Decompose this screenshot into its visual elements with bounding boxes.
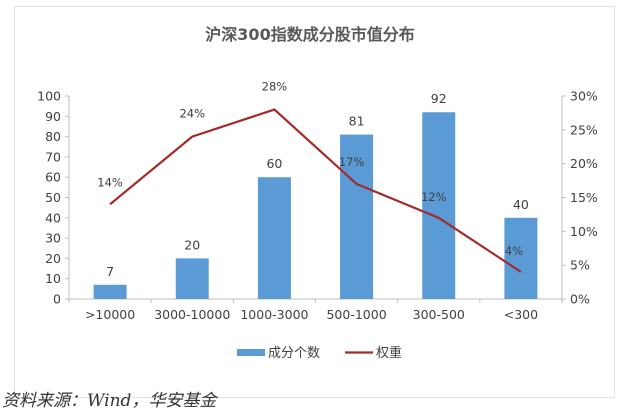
right-axis-tick-label: 15%	[570, 190, 598, 205]
legend-label-bar: 成分个数	[268, 346, 320, 361]
x-axis-tick-label: 300-500	[413, 307, 465, 322]
bar-data-label: 92	[431, 91, 447, 106]
left-axis-tick-label: 10	[45, 271, 61, 286]
left-axis-tick-label: 70	[45, 149, 61, 164]
chart-title: 沪深300指数成分股市值分布	[205, 25, 414, 44]
bar	[504, 217, 538, 299]
x-axis-tick-label: 3000-10000	[154, 307, 230, 322]
x-axis-tick-label: 1000-3000	[240, 307, 308, 322]
bar	[175, 258, 209, 299]
bar	[257, 177, 291, 299]
bar-data-label: 40	[513, 197, 529, 212]
bar-data-label: 60	[266, 156, 282, 171]
line-data-label: 12%	[421, 190, 447, 204]
bar-data-label: 81	[349, 114, 365, 129]
line-data-label: 4%	[505, 244, 523, 258]
left-axis-tick-label: 40	[45, 210, 61, 225]
source-note: 资料来源：Wind，华安基金	[2, 391, 217, 411]
line-data-label: 28%	[262, 80, 288, 94]
left-axis-tick-label: 90	[45, 109, 61, 124]
right-axis-tick-label: 20%	[570, 156, 598, 171]
left-axis-tick-label: 50	[45, 190, 61, 205]
x-axis-tick-label: 500-1000	[326, 307, 386, 322]
chart-frame	[14, 6, 615, 398]
left-axis-tick-label: 0	[53, 292, 61, 307]
bar-data-label: 20	[184, 237, 200, 252]
bar	[422, 112, 456, 300]
x-axis-tick-label: <300	[504, 307, 538, 322]
weight-line	[109, 108, 522, 273]
left-axis-tick-label: 20	[45, 251, 61, 266]
right-axis-tick-label: 25%	[570, 122, 598, 137]
legend-label-line: 权重	[376, 345, 402, 361]
left-axis-tick-label: 60	[45, 170, 61, 185]
bar	[340, 134, 374, 299]
left-axis-tick-label: 80	[45, 129, 61, 144]
bar-data-label: 7	[106, 264, 114, 279]
line-data-label: 17%	[339, 155, 365, 169]
left-axis-tick-label: 30	[45, 231, 61, 246]
right-axis-tick-label: 10%	[570, 224, 598, 239]
line-data-label: 24%	[179, 107, 205, 121]
right-axis-tick-label: 30%	[570, 89, 598, 104]
line-data-label: 14%	[97, 175, 123, 189]
legend-swatch-bar	[237, 349, 265, 356]
x-axis-tick-label: >10000	[85, 307, 135, 322]
left-axis-tick-label: 100	[37, 89, 61, 104]
right-axis-tick-label: 5%	[570, 258, 590, 273]
bar	[93, 284, 127, 299]
right-axis-tick-label: 0%	[570, 292, 590, 307]
